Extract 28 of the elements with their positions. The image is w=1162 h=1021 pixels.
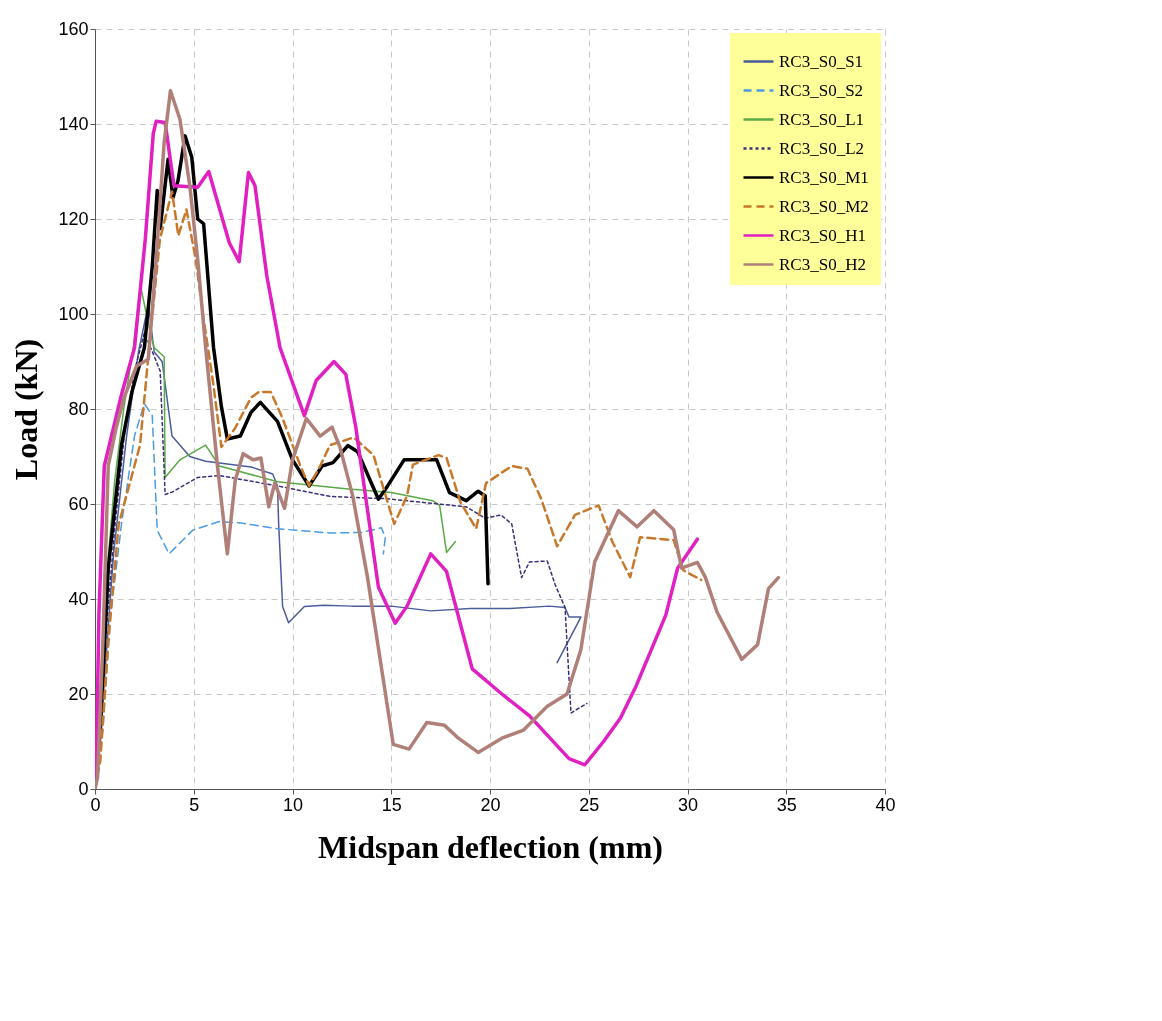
y-tick-label: 0 (78, 778, 89, 799)
y-tick-label: 160 (58, 18, 89, 39)
x-tick-label: 35 (776, 794, 797, 815)
legend-label: RC3_S0_M1 (779, 167, 869, 187)
y-tick-label: 120 (58, 208, 89, 229)
y-tick-label: 80 (68, 398, 89, 419)
legend-label: RC3_S0_M2 (779, 196, 869, 216)
x-tick-label: 10 (282, 794, 304, 815)
legend-label: RC3_S0_S2 (779, 80, 864, 100)
legend-label: RC3_S0_S1 (779, 51, 864, 71)
line-series (95, 89, 781, 789)
x-tick-label: 25 (579, 794, 600, 815)
y-tick-label: 60 (68, 493, 89, 514)
x-tick-label: 5 (189, 794, 200, 815)
legend-label: RC3_S0_H1 (779, 225, 866, 245)
x-tick-label: 30 (677, 794, 699, 815)
x-tick-label: 15 (381, 794, 402, 815)
y-axis-title: Load (kN) (8, 338, 45, 481)
y-tick-label: 40 (68, 588, 89, 609)
y-tick-label: 140 (58, 113, 89, 134)
x-axis-title: Midspan deflection (mm) (318, 828, 663, 865)
legend-label: RC3_S0_L1 (779, 109, 865, 129)
x-tick-label: 20 (480, 794, 501, 815)
y-tick-label: 20 (68, 683, 89, 704)
legend-label: RC3_S0_H2 (779, 254, 866, 274)
legend-label: RC3_S0_L2 (779, 138, 865, 158)
x-tick-label: 40 (875, 794, 896, 815)
y-tick-label: 100 (58, 303, 89, 324)
